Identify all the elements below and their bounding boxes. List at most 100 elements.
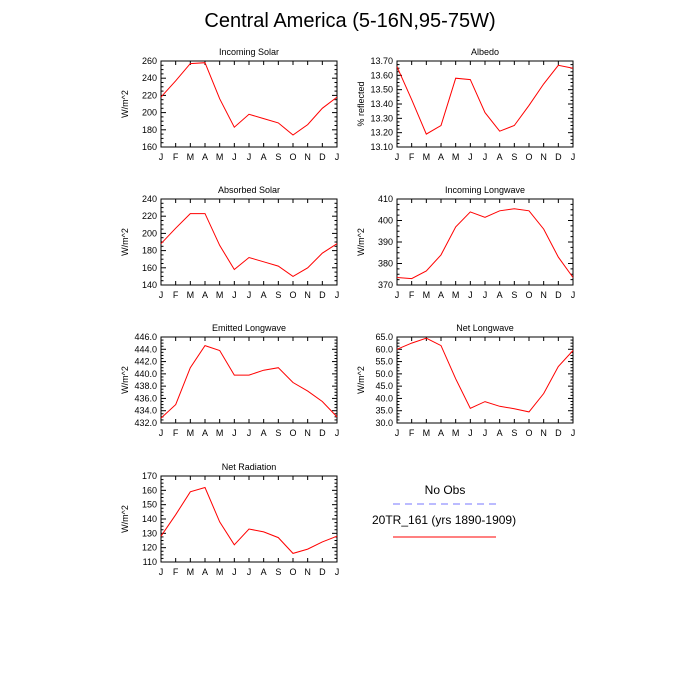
y-tick-label: 160: [142, 263, 157, 273]
y-axis-label: W/m^2: [120, 366, 130, 394]
x-tick-label: J: [247, 428, 252, 438]
panel-title: Incoming Solar: [219, 47, 279, 57]
x-tick-label: D: [319, 567, 326, 577]
x-tick-label: O: [525, 152, 532, 162]
x-tick-label: A: [202, 428, 208, 438]
series-line-model: [396, 64, 574, 135]
x-tick-label: M: [452, 428, 460, 438]
y-tick-label: 110: [143, 557, 157, 567]
y-axis-label: W/m^2: [356, 366, 366, 394]
y-tick-label: 240: [142, 194, 157, 204]
x-tick-label: J: [335, 428, 340, 438]
y-axis-label: W/m^2: [120, 505, 130, 533]
panel-title: Absorbed Solar: [218, 185, 280, 195]
x-tick-label: S: [511, 428, 517, 438]
x-tick-label: A: [497, 290, 503, 300]
x-tick-label: O: [525, 428, 532, 438]
x-tick-label: F: [173, 152, 179, 162]
y-tick-label: 390: [378, 237, 393, 247]
x-tick-label: D: [319, 290, 326, 300]
x-tick-label: S: [275, 290, 281, 300]
y-tick-label: 220: [142, 211, 157, 221]
x-tick-label: J: [232, 428, 237, 438]
y-tick-label: 444.0: [134, 344, 157, 354]
x-tick-label: O: [289, 428, 296, 438]
y-tick-label: 200: [142, 108, 157, 118]
x-tick-label: F: [409, 290, 415, 300]
x-tick-label: D: [555, 290, 562, 300]
x-tick-label: N: [304, 290, 311, 300]
series-line-model: [160, 345, 338, 419]
x-tick-label: O: [525, 290, 532, 300]
y-axis-label: W/m^2: [120, 90, 130, 118]
y-tick-label: 380: [378, 259, 393, 269]
x-tick-label: A: [261, 567, 267, 577]
x-tick-label: J: [159, 290, 164, 300]
y-tick-label: 438.0: [134, 381, 157, 391]
panel-title: Incoming Longwave: [445, 185, 525, 195]
x-tick-label: F: [409, 428, 415, 438]
x-tick-label: J: [247, 290, 252, 300]
x-tick-label: M: [187, 290, 195, 300]
y-axis-label: W/m^2: [356, 228, 366, 256]
y-tick-label: 400: [378, 216, 393, 226]
x-tick-label: J: [468, 290, 473, 300]
y-tick-label: 150: [142, 500, 157, 510]
y-tick-label: 446.0: [134, 332, 157, 342]
series-line-model: [160, 213, 338, 277]
x-tick-label: J: [335, 290, 340, 300]
y-tick-label: 370: [378, 280, 393, 290]
x-tick-label: J: [247, 567, 252, 577]
x-tick-label: J: [159, 567, 164, 577]
y-tick-label: 434.0: [134, 406, 157, 416]
y-tick-label: 35.0: [375, 406, 393, 416]
x-tick-label: A: [202, 567, 208, 577]
x-tick-label: O: [289, 290, 296, 300]
x-tick-label: M: [216, 428, 224, 438]
x-tick-label: J: [468, 428, 473, 438]
x-tick-label: J: [483, 428, 488, 438]
y-tick-label: 160: [142, 142, 157, 152]
panel-title: Emitted Longwave: [212, 323, 286, 333]
x-tick-label: M: [423, 428, 431, 438]
x-tick-label: M: [216, 152, 224, 162]
y-tick-label: 13.40: [370, 99, 393, 109]
y-tick-label: 180: [142, 125, 157, 135]
x-tick-label: S: [275, 428, 281, 438]
x-tick-label: A: [261, 152, 267, 162]
y-tick-label: 240: [142, 73, 157, 83]
y-tick-label: 13.50: [370, 85, 393, 95]
y-tick-label: 30.0: [375, 418, 393, 428]
x-tick-label: A: [438, 152, 444, 162]
x-tick-label: J: [483, 152, 488, 162]
y-tick-label: 180: [142, 246, 157, 256]
x-tick-label: J: [571, 290, 576, 300]
legend-obs-label: No Obs: [425, 483, 466, 497]
y-tick-label: 140: [142, 514, 157, 524]
x-tick-label: M: [187, 152, 195, 162]
x-tick-label: N: [304, 152, 311, 162]
y-axis-label: W/m^2: [120, 228, 130, 256]
x-tick-label: D: [319, 428, 326, 438]
y-tick-label: 45.0: [375, 381, 393, 391]
x-tick-label: A: [202, 152, 208, 162]
x-tick-label: M: [452, 152, 460, 162]
x-tick-label: A: [438, 428, 444, 438]
y-tick-label: 65.0: [375, 332, 393, 342]
x-tick-label: A: [438, 290, 444, 300]
x-tick-label: N: [304, 567, 311, 577]
x-tick-label: F: [409, 152, 415, 162]
x-tick-label: D: [555, 428, 562, 438]
x-tick-label: J: [232, 290, 237, 300]
x-tick-label: S: [275, 567, 281, 577]
y-tick-label: 13.20: [370, 128, 393, 138]
y-tick-label: 55.0: [375, 357, 393, 367]
x-tick-label: J: [159, 428, 164, 438]
series-line-model: [160, 62, 338, 136]
x-tick-label: N: [540, 290, 547, 300]
